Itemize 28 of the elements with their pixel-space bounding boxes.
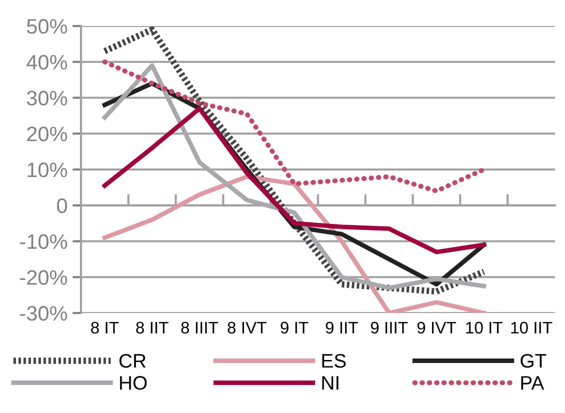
x-tick-label: 9 IVT <box>417 322 456 334</box>
y-tick-label: -10% <box>20 234 68 250</box>
legend-label: PA <box>521 376 544 390</box>
x-tick-label: 8 IIT <box>136 322 168 334</box>
line-series <box>102 106 486 254</box>
legend-label: GT <box>520 354 546 368</box>
legend-label: ES <box>322 354 346 368</box>
y-tick-label: 20% <box>27 126 68 142</box>
y-tick-label: -30% <box>20 306 68 321</box>
legend-label: NI <box>322 376 338 390</box>
x-tick-label: 9 IIT <box>326 322 358 334</box>
y-tick-label: 0 <box>57 198 67 214</box>
x-tick-label: 9 IT <box>280 322 308 334</box>
x-tick-label: 10 IT <box>466 322 503 334</box>
line-series <box>102 174 486 313</box>
y-tick-label: 30% <box>26 90 68 106</box>
y-tick-label: 40% <box>26 54 68 70</box>
x-tick-label: 8 IIIT <box>181 322 218 334</box>
y-tick-label: 50% <box>26 19 68 34</box>
x-tick-label: 8 IVT <box>228 322 266 334</box>
y-tick-label: 10% <box>28 162 68 178</box>
x-tick-label: 9 IIIT <box>370 322 408 334</box>
legend-label: CR <box>119 354 146 368</box>
line-series <box>102 59 486 194</box>
y-tick-label: -20% <box>20 270 68 285</box>
legend-label: HO <box>120 376 147 390</box>
x-tick-label: 10 IIT <box>511 322 552 334</box>
x-tick-label: 8 IT <box>91 322 119 334</box>
